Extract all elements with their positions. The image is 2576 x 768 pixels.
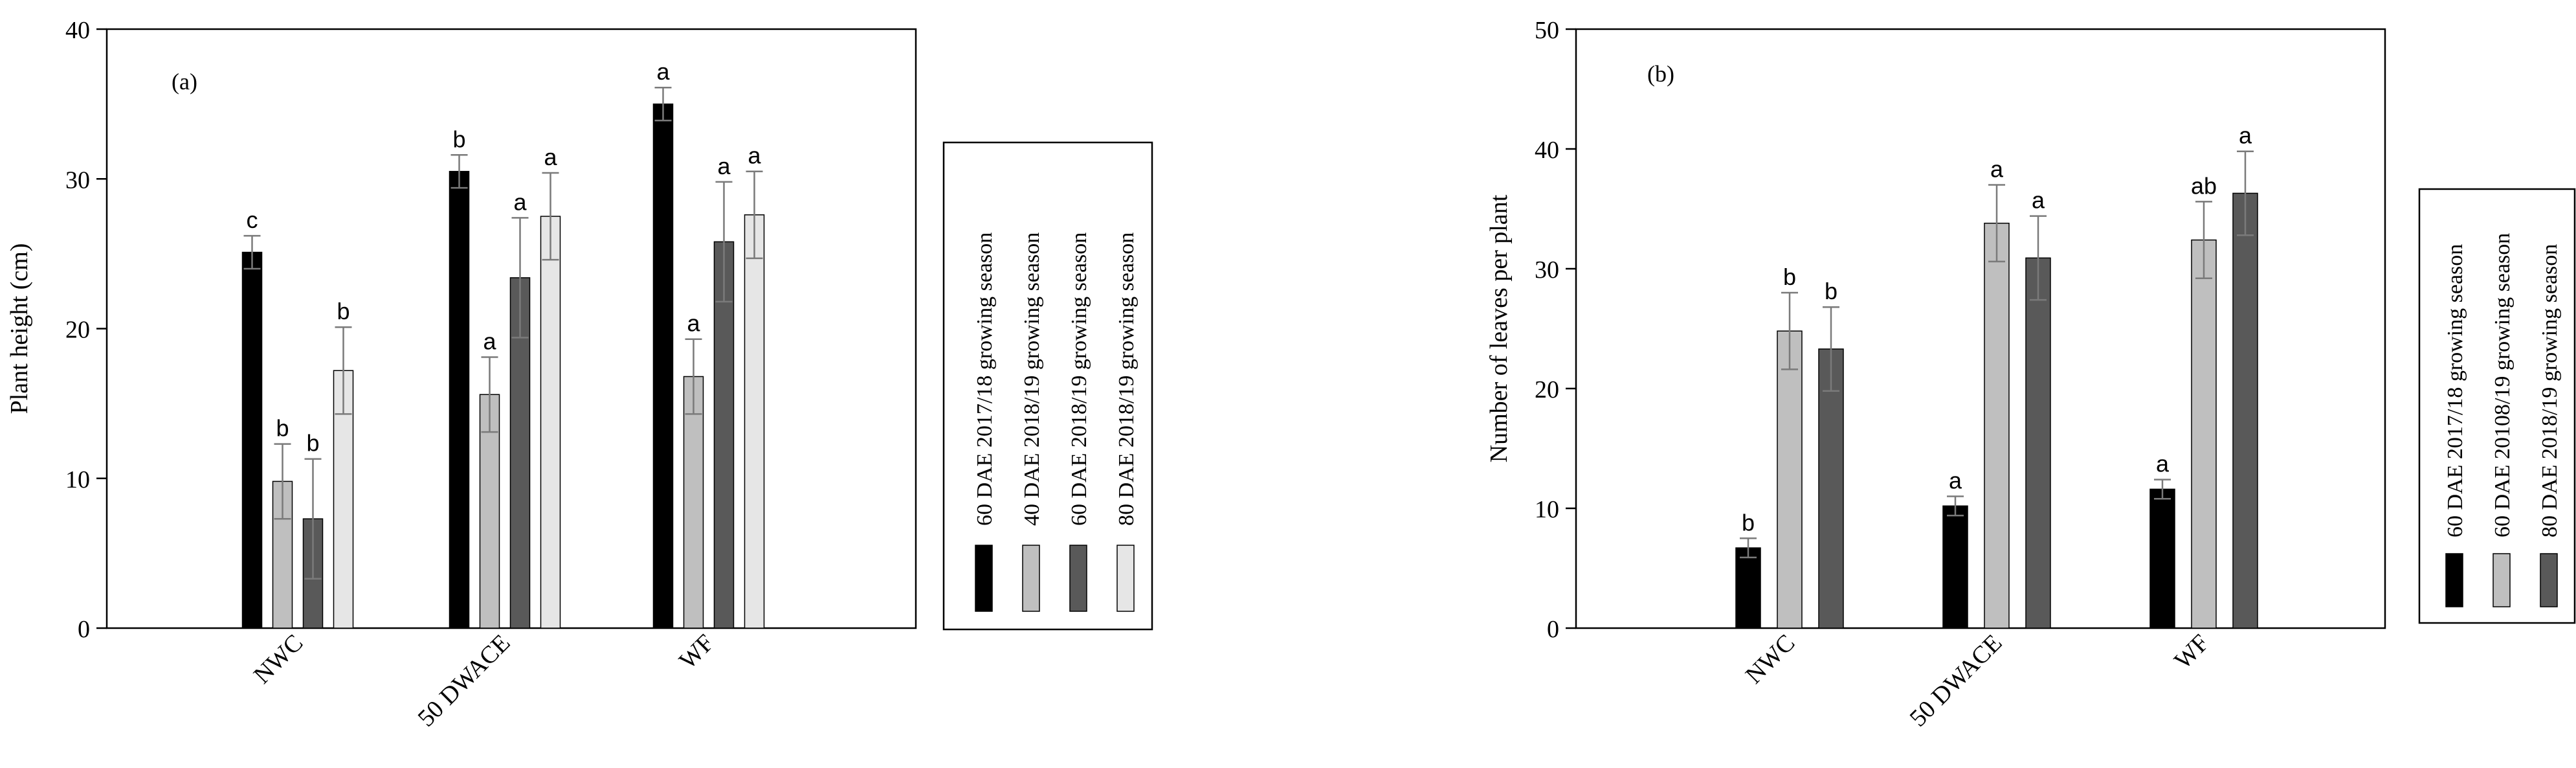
panel-label: (a) [172,69,197,95]
y-tick-label: 10 [1535,496,1559,523]
legend-swatch [1116,545,1135,612]
significance-letter: ab [2191,172,2217,199]
significance-letter: b [337,298,350,324]
y-tick-label: 40 [65,17,90,44]
legend-swatch [2493,553,2511,607]
significance-letter: b [306,430,319,457]
significance-letter: b [1783,264,1796,290]
bar [683,376,704,629]
legend-label: 60 DAE 20108/19 growing season [2491,233,2515,537]
significance-letter: a [513,188,527,215]
y-tick-label: 20 [1535,376,1559,403]
legend-frame [2418,188,2576,624]
significance-letter: a [2156,451,2170,477]
legend-swatch [1069,545,1087,612]
significance-letter: c [247,207,258,233]
legend-label: 80 DAE 2018/19 growing season [2538,244,2562,537]
bar [449,170,470,629]
panel-label: (b) [1647,61,1674,87]
y-tick-label: 0 [78,616,90,643]
significance-letter: a [1949,468,1962,494]
y-tick-label: 20 [65,317,90,344]
bar [1942,505,1968,629]
bar [2232,192,2258,629]
legend-frame [942,141,1153,631]
y-tick-label: 40 [1535,137,1559,164]
legend-label: 60 DAE 2018/19 growing season [1067,232,1091,526]
bar [241,251,263,629]
bar [2149,488,2175,629]
y-tick-label: 0 [1547,616,1559,643]
bar [479,394,500,629]
bar [652,103,674,629]
bar [540,216,561,629]
significance-letter: a [656,58,670,85]
y-tick-label: 30 [65,166,90,194]
legend-swatch [975,545,993,612]
y-tick-label: 50 [1535,17,1559,44]
legend-label: 60 DAE 2017/18 growing season [2443,244,2467,537]
significance-letter: a [717,153,731,179]
bar [1984,222,2010,629]
bar [2191,239,2217,629]
bar [1735,547,1761,629]
plot-frame [1575,28,2386,629]
significance-letter: a [2239,122,2252,149]
legend-swatch [2445,553,2463,607]
significance-letter: b [452,126,465,152]
legend-label: 60 DAE 2017/18 growing season [973,232,997,526]
significance-letter: a [748,142,761,169]
significance-letter: a [483,328,496,354]
legend-label: 80 DAE 2018/19 growing season [1115,232,1138,526]
significance-letter: b [1742,509,1755,536]
y-tick-label: 10 [65,466,90,493]
chart-panel-2: 0 10 20 30 40 50 Number of leaves per plant (b)… [1485,17,2576,732]
significance-letter: a [1990,156,2004,183]
significance-letter: b [276,415,289,442]
significance-letter: a [687,310,700,337]
significance-letter: b [1825,278,1838,304]
significance-letter: a [2032,187,2045,214]
legend-label: 40 DAE 2018/19 growing season [1020,232,1044,526]
y-axis-label: Number of leaves per plant [1485,194,1513,462]
legend-swatch [2540,553,2558,607]
significance-letter: a [544,144,557,170]
legend-swatch [1022,545,1040,612]
y-tick-label: 30 [1535,256,1559,284]
bar [713,241,735,629]
bar [744,214,765,629]
y-axis-label: Plant height (cm) [6,243,33,414]
bar [2025,257,2051,629]
legend: 60 DAE 2017/18 growing season 40 DAE 2018… [942,141,1153,631]
bar [1818,348,1844,629]
bar [1777,330,1803,629]
legend: 60 DAE 2017/18 growing season 60 DAE 2010… [2418,188,2576,624]
